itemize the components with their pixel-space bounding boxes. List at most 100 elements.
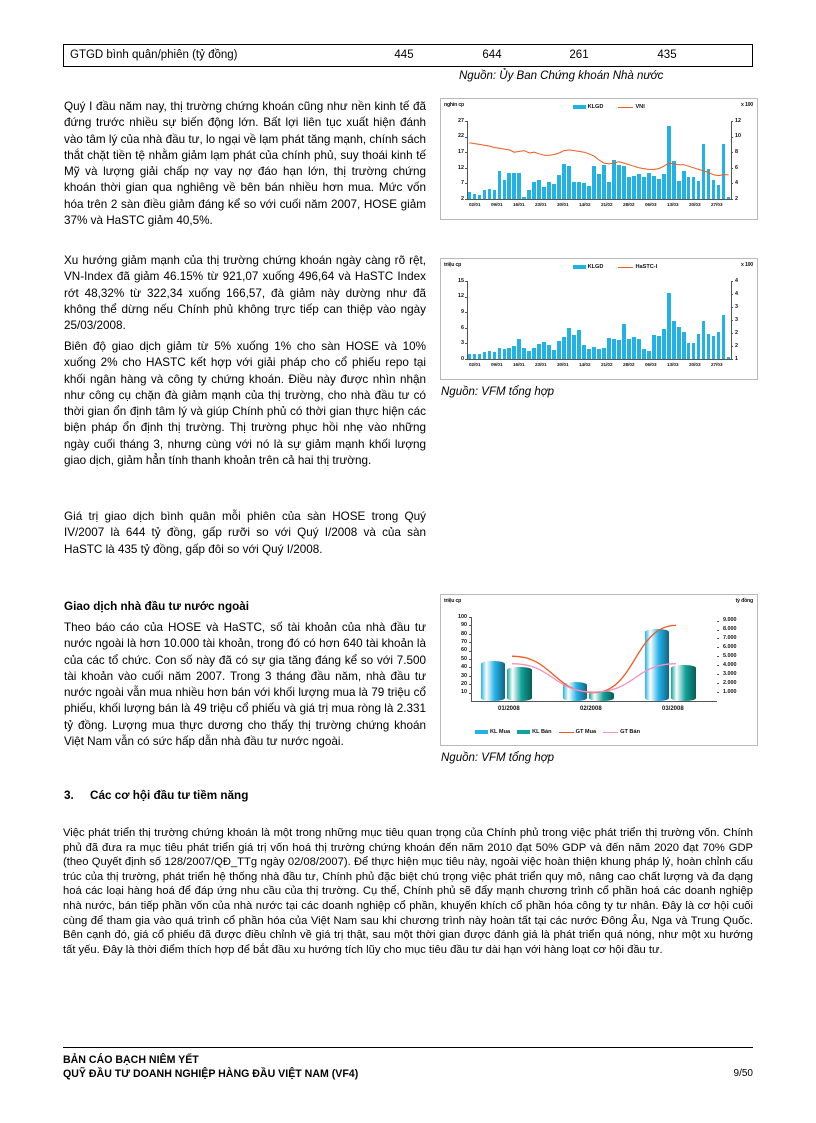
bar bbox=[627, 339, 631, 359]
footer: BẢN CÁO BẠCH NIÊM YẾT QUỸ ĐẦU TƯ DOANH N… bbox=[63, 1053, 753, 1081]
bar bbox=[632, 176, 636, 199]
legend-swatch-line bbox=[618, 266, 634, 268]
y-axis-label-right: tỷ đồng bbox=[735, 598, 754, 604]
y-tickmark-left bbox=[469, 642, 471, 644]
x-axis bbox=[467, 199, 731, 200]
y-tick-left: 22 bbox=[458, 133, 464, 140]
bar bbox=[557, 174, 561, 199]
x-tick-label: 13/03 bbox=[667, 362, 679, 367]
bar bbox=[547, 345, 552, 359]
bar bbox=[502, 348, 507, 359]
bar bbox=[492, 351, 497, 359]
y-tick-left: 2 bbox=[461, 195, 464, 202]
y-tick-right: 8 bbox=[735, 149, 738, 155]
legend-swatch-line bbox=[618, 106, 634, 108]
bar bbox=[676, 326, 681, 359]
y-tick-left: 3 bbox=[461, 340, 464, 347]
bar bbox=[582, 345, 586, 359]
bar-kl-mua bbox=[480, 660, 506, 701]
legend-swatch-line bbox=[558, 731, 574, 733]
y-tickmark-left bbox=[469, 667, 471, 669]
bar bbox=[502, 179, 507, 199]
bar bbox=[487, 189, 492, 199]
y-tickmark-left bbox=[465, 199, 467, 200]
bar bbox=[656, 335, 661, 359]
plot-area bbox=[471, 617, 717, 701]
y-axis-label-left: triệu cp bbox=[444, 598, 462, 604]
x-axis bbox=[467, 359, 731, 360]
bar bbox=[666, 125, 671, 199]
bar bbox=[681, 170, 686, 199]
bar bbox=[467, 191, 472, 199]
footer-line-1: BẢN CÁO BẠCH NIÊM YẾT bbox=[63, 1054, 199, 1066]
bar bbox=[552, 183, 556, 199]
bar bbox=[666, 293, 671, 359]
bar bbox=[577, 181, 581, 199]
table-cell-3: 261 bbox=[569, 49, 589, 61]
bar bbox=[681, 331, 686, 359]
y-tick-left: 30 bbox=[461, 672, 467, 679]
bar bbox=[542, 186, 547, 199]
legend-item-gt-mua: GT Mua bbox=[558, 729, 596, 735]
legend-item-klgd: KLGD bbox=[572, 264, 603, 270]
x-tickmark bbox=[653, 199, 655, 200]
y-tick-left: 12 bbox=[458, 164, 464, 171]
x-tick-label: 02/01 bbox=[469, 202, 481, 207]
y-axis-right bbox=[731, 121, 732, 199]
legend-label: KL Bán bbox=[532, 729, 552, 735]
bar bbox=[651, 175, 656, 199]
x-tickmark bbox=[499, 359, 501, 360]
bar bbox=[567, 327, 571, 359]
y-axis-left bbox=[471, 617, 472, 701]
x-tickmark bbox=[499, 199, 501, 200]
legend-label: KLGD bbox=[587, 104, 604, 110]
bar bbox=[547, 182, 552, 199]
y-tickmark-right bbox=[731, 199, 733, 200]
source-caption-ubcknn: Nguồn: Ủy Ban Chứng khoán Nhà nước bbox=[459, 70, 664, 82]
y-tickmark-right bbox=[717, 629, 719, 631]
y-tickmark-left bbox=[469, 675, 471, 677]
x-tickmark bbox=[631, 359, 633, 360]
table-row: GTGD bình quân/phiên (tỷ đồng) 445 644 2… bbox=[63, 44, 753, 67]
bar bbox=[532, 181, 537, 199]
bar bbox=[552, 349, 556, 359]
y-tick-right: 2 bbox=[735, 342, 738, 349]
x-tickmark bbox=[521, 359, 523, 360]
y-tickmark-left bbox=[465, 327, 467, 329]
y-tick-left: 20 bbox=[461, 681, 467, 687]
y-tick-right: 4 bbox=[735, 180, 738, 187]
y-tickmark-right bbox=[717, 692, 719, 694]
x-tick-label: 30/01 bbox=[557, 202, 569, 207]
y-tick-right: 2 bbox=[735, 329, 738, 336]
legend-swatch-bar bbox=[517, 730, 531, 734]
y-tickmark-right bbox=[731, 320, 733, 321]
bar bbox=[477, 194, 482, 199]
y-tick-left: 0 bbox=[461, 355, 464, 362]
x-tickmark bbox=[609, 199, 611, 200]
y-tick-right: 4.000 bbox=[723, 662, 737, 669]
x-tickmark bbox=[697, 199, 699, 200]
line-series-group bbox=[511, 624, 677, 694]
x-tick-label: 20/03 bbox=[689, 362, 701, 367]
x-tick-label: 21/02 bbox=[601, 202, 613, 207]
y-tick-right: 1.000 bbox=[723, 688, 737, 695]
plot-area bbox=[467, 121, 731, 199]
paragraph-trading-band: Biên độ giao dịch giảm từ 5% xuống 1% ch… bbox=[64, 340, 426, 468]
bar bbox=[706, 334, 711, 359]
bar bbox=[467, 353, 472, 359]
x-tick-label: 09/01 bbox=[491, 202, 503, 207]
bar bbox=[622, 166, 626, 199]
bar bbox=[562, 164, 566, 199]
bar bbox=[686, 342, 691, 359]
y-tickmark-right bbox=[731, 136, 733, 138]
bar-kl-b-n bbox=[671, 664, 697, 701]
y-tickmark-left bbox=[465, 312, 467, 314]
plot-area bbox=[467, 281, 731, 359]
bar bbox=[482, 352, 487, 359]
paragraph-investment-opportunities: Việc phát triển thị trường chứng khoán l… bbox=[63, 827, 753, 956]
y-tickmark-left bbox=[469, 633, 471, 635]
y-tick-left: 15 bbox=[458, 277, 464, 284]
bar bbox=[661, 174, 666, 199]
y-tick-right: 6 bbox=[735, 164, 738, 171]
